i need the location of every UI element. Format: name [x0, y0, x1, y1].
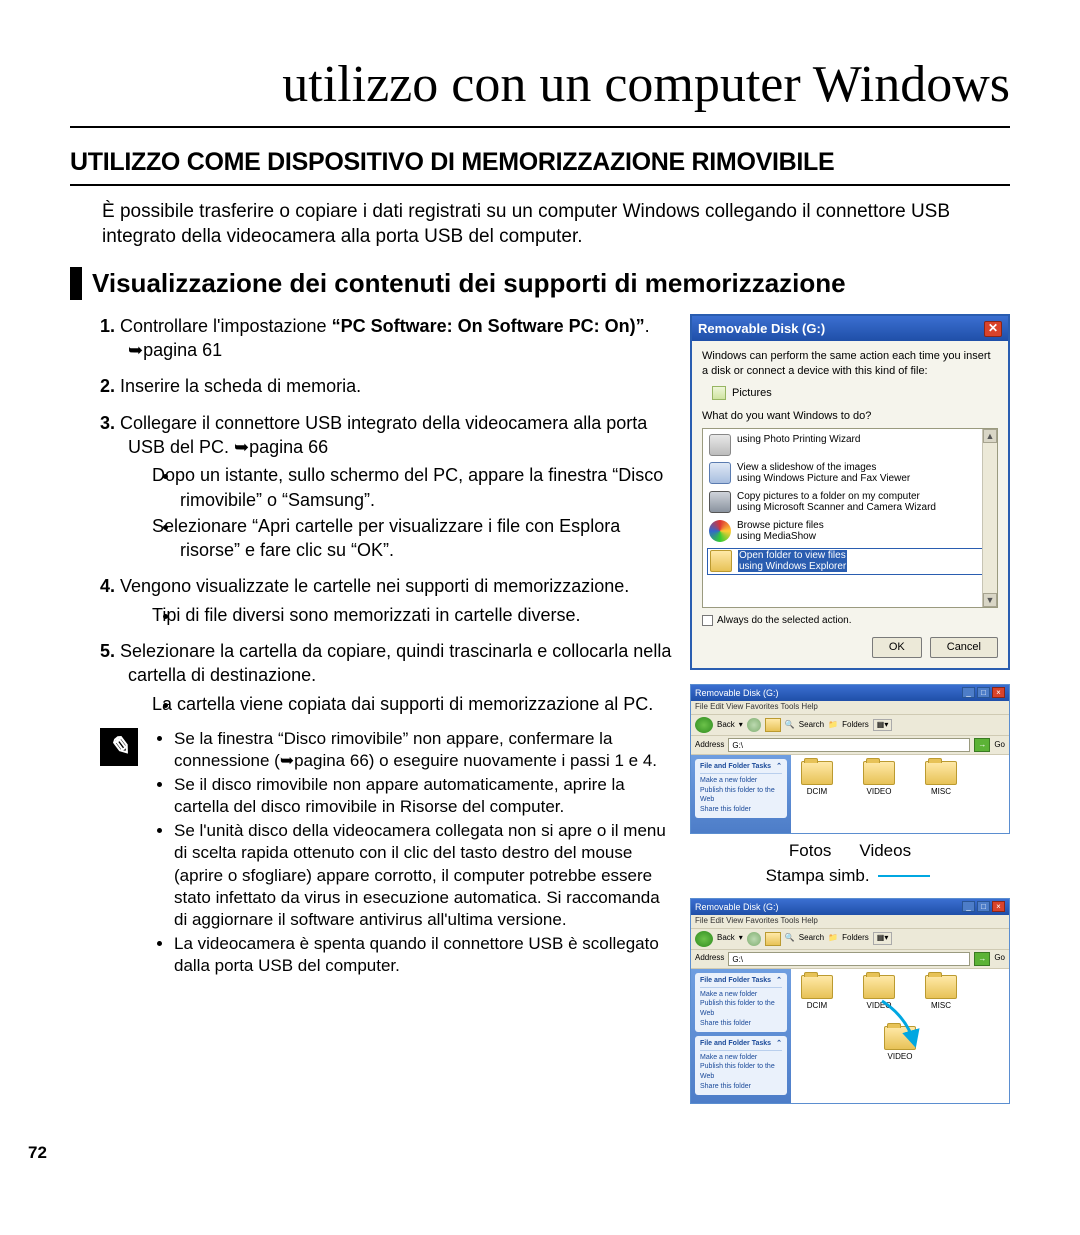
step-3-bullet-1: Dopo un istante, sullo schermo del PC, a… [180, 463, 672, 512]
folder-icon [710, 550, 732, 572]
note-1: Se la finestra “Disco rimovibile” non ap… [174, 728, 672, 772]
subheading-bar-icon [70, 267, 82, 300]
address-input-2[interactable]: G:\ [728, 952, 970, 966]
step-1: 1. Controllare l'impostazione “PC Softwa… [100, 314, 672, 363]
action-item-copy[interactable]: Copy pictures to a folder on my computer… [707, 490, 993, 515]
drag-arrow-icon [877, 997, 927, 1053]
step-4: 4. Vengono visualizzate le cartelle nei … [100, 574, 672, 627]
label-videos: Videos [859, 840, 911, 863]
go-button-2[interactable]: → [974, 952, 990, 966]
note-2: Se il disco rimovibile non appare automa… [174, 774, 672, 818]
action-item-wizard[interactable]: using Photo Printing Wizard [707, 433, 993, 457]
note-icon: ✎ [100, 728, 138, 766]
explorer-files-2[interactable]: DCIM VIDEO MISC VIDEO [791, 969, 1009, 1103]
explorer-title-2: Removable Disk (G:) [695, 901, 779, 913]
autoplay-dialog: Removable Disk (G:) ✕ Windows can perfor… [690, 314, 1010, 670]
step-5-bullet-1: La cartella viene copiata dai supporti d… [180, 692, 672, 716]
slideshow-icon [709, 462, 731, 484]
dialog-headline: Windows can perform the same action each… [702, 349, 998, 378]
step-5: 5. Selezionare la cartella da copiare, q… [100, 639, 672, 716]
always-checkbox-row[interactable]: Always do the selected action. [702, 614, 998, 628]
explorer-window-2: Removable Disk (G:) _□× File Edit View F… [690, 898, 1010, 1104]
explorer-files[interactable]: DCIM VIDEO MISC [791, 755, 1009, 833]
section-heading: UTILIZZO COME DISPOSITIVO DI MEMORIZZAZI… [70, 146, 1010, 186]
explorer-sidebar: File and Folder Tasks⌃ Make a new folder… [691, 755, 791, 833]
up-icon[interactable] [765, 932, 781, 946]
back-icon[interactable] [695, 931, 713, 947]
cancel-button[interactable]: Cancel [930, 637, 998, 658]
dialog-title: Removable Disk (G:) [698, 320, 825, 338]
explorer-menu[interactable]: File Edit View Favorites Tools Help [691, 701, 1009, 715]
forward-icon[interactable] [747, 932, 761, 946]
page-number: 72 [28, 1142, 47, 1165]
explorer-window-1: Removable Disk (G:) _□× File Edit View F… [690, 684, 1010, 834]
action-item-open-folder[interactable]: Open folder to view filesusing Windows E… [707, 548, 993, 575]
label-stamp: Stampa simb. [690, 865, 1010, 888]
step-3: 3. Collegare il connettore USB integrato… [100, 411, 672, 563]
explorer-title: Removable Disk (G:) [695, 687, 779, 699]
note-3: Se l'unità disco della videocamera colle… [174, 820, 672, 930]
dialog-pictures-row: Pictures [712, 386, 998, 401]
action-list[interactable]: using Photo Printing Wizard View a slide… [702, 428, 998, 608]
go-button[interactable]: → [974, 738, 990, 752]
checkbox-icon[interactable] [702, 615, 713, 626]
dialog-pictures-label: Pictures [732, 386, 772, 401]
step-2: 2. Inserire la scheda di memoria. [100, 374, 672, 398]
explorer-sidebar-2: File and Folder Tasks⌃ Make a new folder… [691, 969, 791, 1103]
step-3-bullet-2: Selezionare “Apri cartelle per visualizz… [180, 514, 672, 563]
step-4-bullet-1: Tipi di file diversi sono memorizzati in… [180, 603, 672, 627]
address-input[interactable]: G:\ [728, 738, 970, 752]
scrollbar[interactable]: ▲ ▼ [982, 429, 997, 607]
back-icon[interactable] [695, 717, 713, 733]
explorer-toolbar[interactable]: Back ▾ 🔍Search 📁Folders ▦▾ [691, 715, 1009, 736]
action-item-mediashow[interactable]: Browse picture filesusing MediaShow [707, 519, 993, 544]
folder-video[interactable]: VIDEO [859, 761, 899, 827]
camera-icon [709, 491, 731, 513]
dialog-question: What do you want Windows to do? [702, 409, 998, 424]
explorer-toolbar-2[interactable]: Back ▾ 🔍Search 📁Folders ▦▾ [691, 929, 1009, 950]
subheading-text: Visualizzazione dei contenuti dei suppor… [92, 267, 846, 300]
page-title: utilizzo con un computer Windows [70, 50, 1010, 128]
picture-icon [712, 386, 726, 400]
folder-dcim[interactable]: DCIM [797, 761, 837, 827]
note-4: La videocamera è spenta quando il connet… [174, 933, 672, 977]
note-block: ✎ Se la finestra “Disco rimovibile” non … [100, 728, 672, 979]
explorer-menu-2[interactable]: File Edit View Favorites Tools Help [691, 915, 1009, 929]
forward-icon[interactable] [747, 718, 761, 732]
folder-dcim-2[interactable]: DCIM [797, 975, 837, 1012]
label-line-icon [874, 869, 934, 883]
folder-misc-2[interactable]: MISC [921, 975, 961, 1012]
wizard-icon [709, 434, 731, 456]
address-bar[interactable]: Address G:\ →Go [691, 736, 1009, 755]
up-icon[interactable] [765, 718, 781, 732]
ok-button[interactable]: OK [872, 637, 922, 658]
close-icon[interactable]: ✕ [984, 321, 1002, 337]
dialog-titlebar: Removable Disk (G:) ✕ [692, 316, 1008, 342]
subheading: Visualizzazione dei contenuti dei suppor… [70, 267, 1010, 300]
label-fotos: Fotos [789, 840, 832, 863]
folder-misc[interactable]: MISC [921, 761, 961, 827]
action-item-slideshow[interactable]: View a slideshow of the imagesusing Wind… [707, 461, 993, 486]
address-bar-2[interactable]: Address G:\ →Go [691, 950, 1009, 969]
mediashow-icon [709, 520, 731, 542]
folder-labels-row: Fotos Videos [690, 840, 1010, 863]
steps-list: 1. Controllare l'impostazione “PC Softwa… [100, 314, 672, 716]
intro-paragraph: È possibile trasferire o copiare i dati … [102, 200, 1010, 249]
always-label: Always do the selected action. [717, 614, 852, 628]
